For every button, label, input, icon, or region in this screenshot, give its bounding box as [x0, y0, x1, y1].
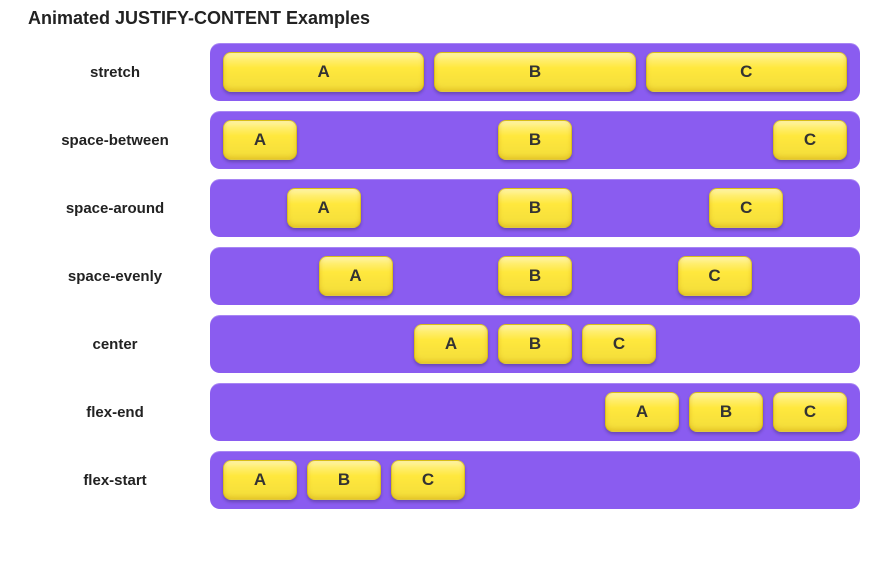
flex-item: C — [709, 188, 783, 228]
flex-item: C — [391, 460, 465, 500]
flex-item: A — [223, 52, 424, 92]
flex-item: B — [498, 120, 572, 160]
flex-container: A B C — [210, 247, 860, 305]
example-row: space-between A B C — [20, 111, 860, 169]
flex-container: ABC — [210, 451, 860, 509]
justify-label: space-between — [20, 132, 210, 149]
flex-item: C — [773, 392, 847, 432]
justify-label: flex-end — [20, 404, 210, 421]
flex-item: A — [319, 256, 393, 296]
flex-item: C — [773, 120, 847, 160]
example-row: space-evenly A B C — [20, 247, 860, 305]
flex-container: ABC — [210, 383, 860, 441]
flex-item: A — [223, 460, 297, 500]
justify-label: stretch — [20, 64, 210, 81]
example-row: space-around A B C — [20, 179, 860, 237]
example-row: stretchABC — [20, 43, 860, 101]
example-row: flex-endABC — [20, 383, 860, 441]
page-title: Animated JUSTIFY-CONTENT Examples — [28, 8, 860, 29]
flex-container: ABC — [210, 43, 860, 101]
flex-item: B — [307, 460, 381, 500]
justify-label: center — [20, 336, 210, 353]
page: Animated JUSTIFY-CONTENT Examples stretc… — [0, 0, 880, 539]
flex-item: B — [498, 188, 572, 228]
flex-item: C — [678, 256, 752, 296]
example-row: centerABC — [20, 315, 860, 373]
flex-container: A B C — [210, 179, 860, 237]
justify-label: flex-start — [20, 472, 210, 489]
flex-container: ABC — [210, 315, 860, 373]
flex-item: A — [223, 120, 297, 160]
justify-label: space-around — [20, 200, 210, 217]
flex-item: B — [498, 256, 572, 296]
flex-item: B — [434, 52, 635, 92]
justify-label: space-evenly — [20, 268, 210, 285]
flex-item: A — [287, 188, 361, 228]
example-row: flex-startABC — [20, 451, 860, 509]
flex-item: B — [498, 324, 572, 364]
flex-item: C — [582, 324, 656, 364]
flex-item: B — [689, 392, 763, 432]
flex-item: A — [605, 392, 679, 432]
flex-item: C — [646, 52, 847, 92]
flex-item: A — [414, 324, 488, 364]
rows-wrapper: stretchABCspace-betweenABCspace-aroundAB… — [20, 43, 860, 509]
flex-container: A B C — [210, 111, 860, 169]
